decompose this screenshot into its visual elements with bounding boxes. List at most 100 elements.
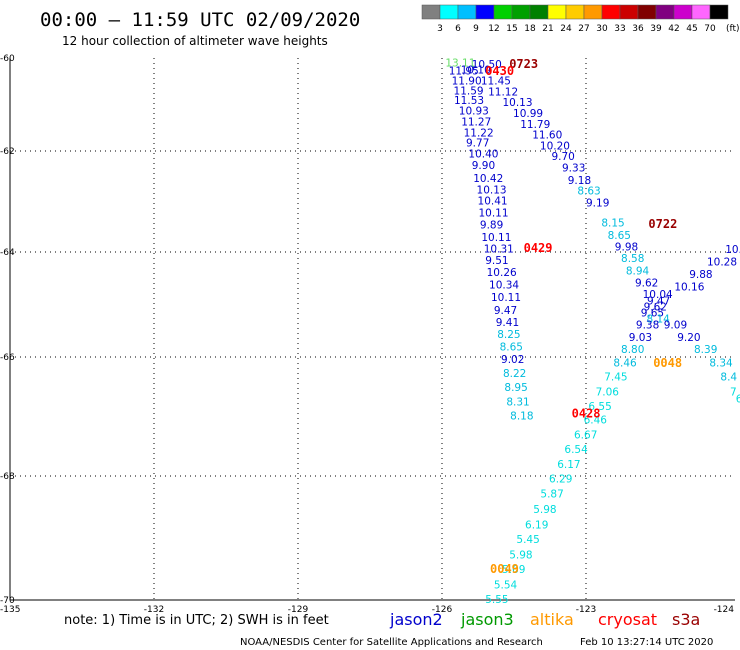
y-tick-label: -62 [0, 147, 15, 157]
wave-height-point: 10.99 [513, 108, 543, 120]
wave-height-point: 11.79 [520, 119, 550, 131]
colorbar-label: 33 [614, 24, 625, 34]
wave-height-point: 10.42 [473, 173, 503, 185]
colorbar-label: 15 [506, 24, 517, 34]
colorbar-label: 30 [596, 24, 608, 34]
colorbar-label: 6 [455, 24, 461, 34]
wave-height-point: 10.16 [674, 282, 704, 294]
wave-height-point: 9.77 [466, 138, 489, 150]
colorbar-label: 42 [668, 24, 679, 34]
colorbar-swatch [691, 4, 711, 20]
wave-height-point: 8.94 [626, 265, 650, 277]
wave-height-point: 6.29 [549, 473, 572, 485]
wave-height-point: 10.11 [491, 292, 521, 304]
pass-time-label: 0048 [653, 356, 682, 370]
wave-height-point: 10.13 [477, 184, 507, 196]
wave-height-point: 9.20 [677, 332, 700, 344]
legend-jason3: jason3 [460, 610, 514, 629]
colorbar-label: 24 [560, 24, 572, 34]
wave-height-point: 7 [730, 387, 737, 399]
wave-height-point: 6.17 [557, 459, 580, 471]
wave-height-point: 7.06 [596, 387, 620, 399]
axes: -60 -62 -64 -66 -68 -70-135 -132 -129 -126 -123 -1… [0, 54, 735, 615]
x-tick-label: -124 [714, 605, 735, 615]
wave-height-point: 9.90 [472, 160, 495, 172]
wave-height-point: 8.58 [621, 253, 644, 265]
colorbar-swatch [601, 4, 621, 20]
colorbar-label: 70 [704, 24, 716, 34]
satellite-legend: jason2 jason3 altika cryosat s3a [389, 610, 700, 629]
wave-height-point: 8.18 [510, 410, 533, 422]
colorbar-label: 9 [473, 24, 479, 34]
wave-height-point: 11.27 [461, 117, 491, 129]
wave-height-point: 6.54 [564, 444, 588, 456]
colorbar-swatch [529, 4, 549, 20]
wave-height-point: 9.38 [636, 319, 659, 331]
wave-height-point: 10.11 [478, 208, 508, 220]
wave-height-point: 8.14 [646, 314, 670, 326]
colorbar-swatch [655, 4, 675, 20]
wave-height-point: 6.67 [574, 429, 597, 441]
wave-height-point: 11.45 [481, 75, 511, 87]
colorbar-unit: (ft) [726, 24, 740, 34]
timestamp-text: Feb 10 13:27:14 UTC 2020 [580, 637, 713, 648]
wave-height-point: 9.47 [494, 305, 517, 317]
wave-height-point: 6.55 [588, 401, 611, 413]
wave-height-point: 11.12 [488, 86, 518, 98]
wave-height-point: 10.08 [725, 244, 740, 256]
colorbar-label: 36 [632, 24, 644, 34]
x-tick-label: -123 [576, 605, 596, 615]
colorbar-swatch [547, 4, 567, 20]
wave-height-point: 9.62 [644, 302, 667, 314]
wave-height-point: 9.02 [501, 354, 524, 366]
wave-height-point: 9.09 [664, 319, 687, 331]
colorbar-swatch [673, 4, 693, 20]
wave-height-point: 9.98 [615, 241, 638, 253]
wave-height-point: 11.90 [452, 75, 482, 87]
pass-time-label: 0429 [524, 241, 553, 255]
wave-height-point: 9.03 [629, 332, 652, 344]
wave-height-point: 10.31 [484, 243, 514, 255]
wave-height-point: 11.53 [454, 95, 484, 107]
y-tick-label: -64 [0, 248, 15, 258]
legend-cryosat: cryosat [598, 610, 657, 629]
colorbar-label: 3 [437, 24, 443, 34]
wave-height-point: 11.60 [532, 130, 562, 142]
wave-height-point: 5.98 [533, 504, 556, 516]
colorbar: 3 6 9 12 15 18 21 24 27 30 33 36 39 42 45 70 (ft) [421, 4, 740, 34]
y-tick-label: -60 [0, 54, 15, 64]
wave-height-point: 8.46 [613, 357, 637, 369]
colorbar-swatch [439, 4, 459, 20]
wave-height-point: 8.65 [500, 342, 523, 354]
wave-height-point: 8.31 [506, 397, 529, 409]
wave-height-point: 10.93 [459, 106, 489, 118]
wave-height-point: 11.59 [454, 86, 484, 98]
wave-height-point: 10.28 [707, 256, 737, 268]
x-tick-label: -135 [0, 605, 20, 615]
x-tick-label: -132 [144, 605, 164, 615]
wave-height-point: 9.33 [562, 163, 585, 175]
chart-subtitle: 12 hour collection of altimeter wave hei… [62, 34, 328, 48]
wave-height-point: 9.88 [689, 269, 712, 281]
wave-height-point: 8.63 [577, 185, 600, 197]
wave-height-point: 5.45 [516, 534, 539, 546]
pass-time-label: 0049 [490, 562, 519, 576]
wave-height-point: 9.89 [480, 220, 503, 232]
colorbar-swatch [457, 4, 477, 20]
credit-text: NOAA/NESDIS Center for Satellite Applica… [240, 637, 543, 648]
wave-height-point: 8.95 [504, 382, 527, 394]
grid [10, 58, 735, 600]
wave-height-point: 8.65 [608, 230, 631, 242]
wave-height-point: 10.13 [502, 97, 532, 109]
wave-height-point: 9.19 [586, 198, 609, 210]
wave-height-point: 5.98 [509, 550, 532, 562]
wave-height-point: 9.18 [568, 175, 591, 187]
colorbar-label: 27 [578, 24, 589, 34]
colorbar-swatch [493, 4, 513, 20]
colorbar-swatch [565, 4, 585, 20]
colorbar-label: 39 [650, 24, 662, 34]
wave-height-point: 9.51 [485, 255, 508, 267]
